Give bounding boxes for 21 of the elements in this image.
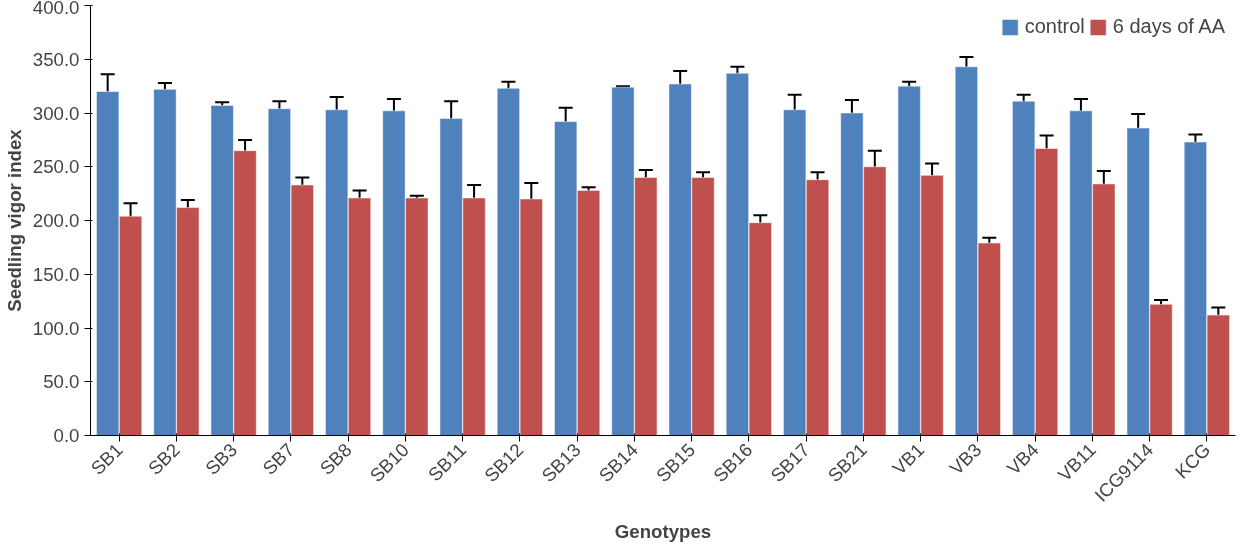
y-tick-label: 150.0	[32, 263, 80, 285]
x-tick-label: SB3	[201, 439, 242, 479]
y-axis-title: Seedling vigor index	[3, 128, 25, 312]
x-tick-label: SB2	[144, 439, 184, 479]
y-tick-label: 100.0	[32, 317, 80, 339]
x-tick-label: VB3	[945, 439, 986, 479]
y-tick-label: 300.0	[32, 102, 80, 124]
x-tick-label: VB1	[888, 439, 929, 479]
legend-label: control	[1024, 15, 1085, 38]
y-tick-label: 50.0	[43, 371, 80, 393]
x-axis-title: Genotypes	[614, 521, 712, 543]
y-tick-label: 400.0	[32, 0, 80, 18]
y-tick-label: 350.0	[32, 48, 80, 70]
y-tick-label: 200.0	[32, 210, 80, 231]
y-tick-label: 250.0	[32, 156, 80, 178]
y-tick-label: 0.0	[53, 425, 80, 446]
x-tick-label: SB7	[258, 439, 299, 479]
x-tick-label: SB8	[315, 439, 356, 479]
x-tick-label: SB1	[86, 439, 127, 479]
legend-label: 6 days of AA	[1112, 15, 1225, 38]
x-tick-label: VB4	[1002, 439, 1043, 479]
